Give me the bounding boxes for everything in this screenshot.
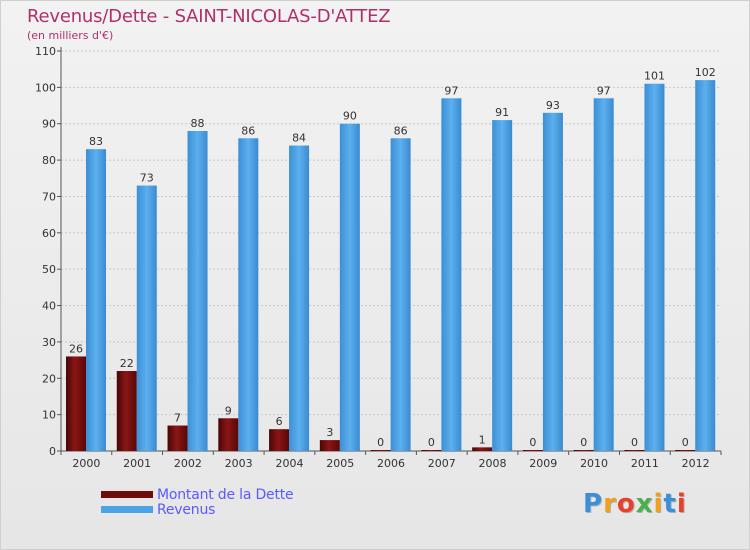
data-label-revenue: 102 <box>695 66 716 79</box>
data-label-debt: 3 <box>326 426 333 439</box>
y-tick-label: 90 <box>42 118 56 131</box>
y-tick-label: 80 <box>42 154 56 167</box>
x-tick-label: 2012 <box>682 457 710 470</box>
data-label-debt: 22 <box>120 357 134 370</box>
y-tick-label: 100 <box>35 81 56 94</box>
bar-debt <box>218 418 239 451</box>
data-label-revenue: 73 <box>140 172 154 185</box>
logo-letter: i <box>676 489 687 519</box>
data-label-debt: 0 <box>377 436 384 449</box>
data-label-revenue: 90 <box>343 110 357 123</box>
y-tick-label: 30 <box>42 336 56 349</box>
x-tick-label: 2011 <box>631 457 659 470</box>
bar-revenue <box>695 80 716 451</box>
data-label-revenue: 97 <box>444 84 458 97</box>
chart-title: Revenus/Dette - SAINT-NICOLAS-D'ATTEZ <box>27 6 391 27</box>
bar-revenue <box>441 98 462 451</box>
gridlines <box>61 50 721 416</box>
x-tick-label: 2008 <box>479 457 507 470</box>
data-label-revenue: 97 <box>597 84 611 97</box>
data-labels: 26 83 22 73 7 88 9 86 6 84 3 90 0 86 0 97 1 91 0 93 0 97 0 101 0… <box>69 66 716 449</box>
data-label-debt: 26 <box>69 342 83 355</box>
y-tick-label: 40 <box>42 300 56 313</box>
x-tick-label: 2002 <box>174 457 202 470</box>
y-tick-label: 70 <box>42 190 56 203</box>
bar-revenue <box>86 149 106 451</box>
bar-revenue <box>339 123 360 452</box>
legend-swatch-revenue <box>101 506 153 513</box>
chart-subtitle: (en milliers d'€) <box>27 29 114 42</box>
bar-debt <box>675 450 696 451</box>
data-label-debt: 7 <box>174 412 181 425</box>
proxiti-logo: Proxiti <box>583 489 687 519</box>
bar-revenue <box>289 145 310 451</box>
x-tick-label: 2005 <box>326 457 354 470</box>
x-tick-label: 2000 <box>72 457 100 470</box>
bar-debt <box>66 356 86 451</box>
data-label-revenue: 93 <box>546 99 560 112</box>
bar-debt <box>319 440 340 451</box>
bar-debt <box>370 450 391 451</box>
data-label-revenue: 86 <box>241 124 255 137</box>
y-tick-label: 10 <box>42 409 56 422</box>
legend-label-revenue: Revenus <box>157 502 216 518</box>
x-tick-label: 2010 <box>580 457 608 470</box>
bar-revenue <box>644 83 665 452</box>
x-tick-label: 2007 <box>428 457 456 470</box>
bar-revenue <box>238 138 259 452</box>
bar-revenue <box>542 112 563 452</box>
data-label-revenue: 84 <box>292 132 306 145</box>
logo-letter: x <box>635 489 654 519</box>
x-tick-label: 2003 <box>225 457 253 470</box>
data-label-debt: 0 <box>529 436 536 449</box>
data-label-debt: 0 <box>428 436 435 449</box>
bar-debt <box>167 425 188 451</box>
x-tick-label: 2004 <box>275 457 303 470</box>
logo-letter: o <box>616 489 636 519</box>
bar-debt <box>472 447 493 451</box>
bar-revenue <box>136 185 157 451</box>
bar-debt <box>116 371 137 451</box>
y-tick-label: 110 <box>35 45 56 58</box>
bar-revenue <box>390 138 411 452</box>
logo-letter: P <box>583 489 604 519</box>
data-label-revenue: 83 <box>89 135 103 148</box>
data-label-debt: 1 <box>479 433 486 446</box>
bar-revenue <box>492 120 513 451</box>
bar-debt <box>624 450 645 451</box>
bar-debt <box>421 450 442 451</box>
data-label-revenue: 86 <box>394 124 408 137</box>
legend-swatch-debt <box>101 491 153 498</box>
bar-revenue <box>593 98 614 451</box>
legend-label-debt: Montant de la Dette <box>157 487 294 503</box>
data-label-debt: 0 <box>631 436 638 449</box>
data-label-revenue: 101 <box>644 70 665 83</box>
bar-debt <box>573 450 594 451</box>
data-label-debt: 0 <box>682 436 689 449</box>
data-label-debt: 6 <box>276 415 283 428</box>
logo-letter: r <box>603 489 617 519</box>
logo-letter: i <box>653 489 664 519</box>
y-tick-label: 60 <box>42 227 56 240</box>
bar-revenue <box>187 131 208 451</box>
data-label-revenue: 91 <box>495 106 509 119</box>
data-label-debt: 9 <box>225 404 232 417</box>
y-tick-label: 20 <box>42 372 56 385</box>
x-tick-label: 2001 <box>123 457 151 470</box>
y-tick-label: 0 <box>49 445 56 458</box>
x-tick-label: 2006 <box>377 457 405 470</box>
data-label-debt: 0 <box>580 436 587 449</box>
bar-debt <box>522 450 543 451</box>
y-tick-label: 50 <box>42 263 56 276</box>
logo-letter: t <box>663 489 677 519</box>
bar-debt <box>269 429 290 451</box>
bars <box>66 80 716 452</box>
x-tick-label: 2009 <box>529 457 557 470</box>
data-label-revenue: 88 <box>191 117 205 130</box>
